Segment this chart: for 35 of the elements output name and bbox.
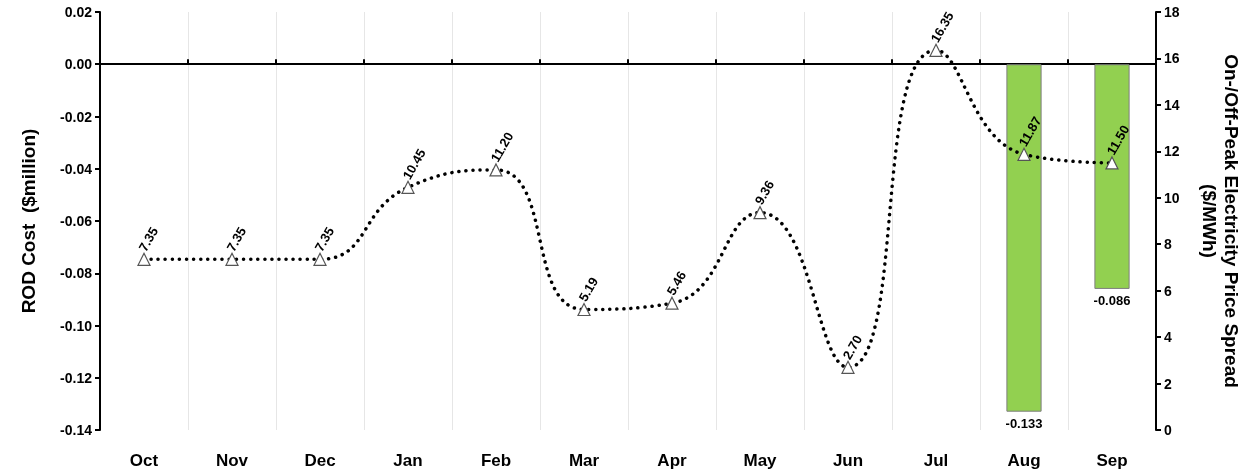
y2-tick-label: 16: [1164, 50, 1180, 67]
y-tick-label: -0.02: [60, 108, 93, 125]
y2-tick-label: 14: [1164, 96, 1180, 113]
y2-tick-label: 10: [1164, 189, 1180, 206]
y-tick-label: -0.10: [60, 317, 93, 334]
x-tick-label: Jun: [832, 451, 864, 469]
x-tick-label: Feb: [480, 451, 512, 469]
y2-tick-label: 4: [1164, 329, 1172, 346]
y2-tick-label: 8: [1164, 236, 1172, 253]
x-tick-label: Apr: [657, 451, 688, 469]
y-tick-label: -0.04: [60, 160, 93, 177]
data-label: -0.133: [1005, 415, 1043, 431]
x-tick-label: Dec: [304, 451, 336, 469]
y-tick-label: 0.00: [64, 56, 93, 73]
y-axis-title: ROD Cost ($million): [18, 128, 39, 314]
y2-axis-title: On-/Off-Peak Electricity Price Spread ($/MWh): [1198, 54, 1242, 388]
x-tick-label: Jul: [923, 451, 949, 469]
x-tick-label: Sep: [1096, 451, 1128, 469]
y2-tick-label: 18: [1164, 4, 1180, 20]
x-tick-label: Mar: [568, 451, 600, 469]
x-tick-label: Jan: [393, 451, 423, 469]
y-tick-label: -0.06: [60, 213, 93, 229]
y2-tick-label: 12: [1164, 143, 1180, 160]
x-tick-label: Aug: [1007, 451, 1041, 469]
x-tick-label: Nov: [215, 451, 249, 469]
y2-tick-label: 0: [1164, 422, 1172, 438]
x-tick-label: Oct: [129, 451, 159, 469]
data-label: -0.086: [1093, 292, 1131, 308]
y-tick-label: -0.08: [60, 265, 93, 282]
y2-tick-label: 6: [1164, 282, 1172, 299]
y-tick-label: 0.02: [64, 4, 93, 20]
y2-tick-label: 2: [1164, 375, 1172, 392]
y-tick-label: -0.12: [60, 369, 93, 386]
x-tick-label: May: [743, 451, 778, 469]
y-tick-label: -0.14: [60, 422, 93, 438]
